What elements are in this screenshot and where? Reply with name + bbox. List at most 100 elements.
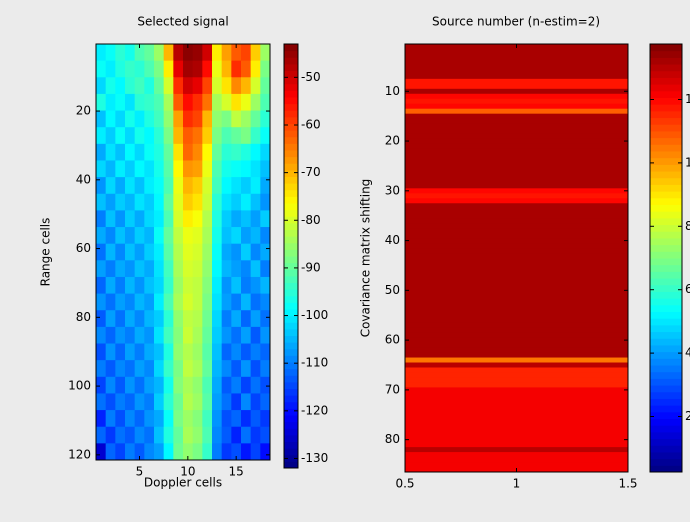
heat-cell <box>202 227 213 245</box>
colorbar-swatch <box>650 358 682 366</box>
y-tick-label: 60 <box>385 333 400 347</box>
heat-cell <box>105 276 116 295</box>
heat-cell <box>192 276 203 295</box>
heat-cell <box>202 93 213 112</box>
heat-cell <box>202 110 213 128</box>
heat-cell <box>183 110 194 128</box>
heat-cell <box>163 293 174 311</box>
heat-cell <box>115 110 126 128</box>
heat-cell <box>405 173 629 179</box>
heat-cell <box>405 198 629 204</box>
x-tick-label: 1 <box>513 477 521 491</box>
heat-cell <box>221 93 232 112</box>
heat-cell <box>405 422 629 428</box>
heat-cell <box>144 193 155 211</box>
colorbar-swatch <box>284 362 298 370</box>
colorbar-swatch <box>650 398 682 406</box>
heat-cell <box>241 160 252 178</box>
heat-cell <box>241 410 252 428</box>
x-tick-label: 0.5 <box>395 477 414 491</box>
heat-cell <box>115 343 126 361</box>
colorbar-swatch <box>650 184 682 192</box>
heat-cell <box>405 83 629 90</box>
colorbar-swatch <box>650 244 682 252</box>
colorbar-swatch <box>284 63 298 71</box>
heat-cell <box>221 77 232 95</box>
colorbar-swatch <box>284 77 298 85</box>
heat-cell <box>405 138 629 145</box>
heat-cell <box>241 376 252 394</box>
heat-cell <box>173 44 184 62</box>
heat-cell <box>405 223 629 229</box>
heat-cell <box>241 243 252 261</box>
heat-cell <box>250 293 261 311</box>
heat-cell <box>154 276 165 295</box>
colorbar-swatch <box>650 344 682 353</box>
heat-cell <box>134 393 145 411</box>
heat-cell <box>260 193 271 211</box>
colorbar-swatch <box>650 97 682 105</box>
heat-cell <box>183 60 194 78</box>
colorbar-swatch <box>650 117 682 125</box>
colorbar-swatch <box>650 211 682 219</box>
colorbar-swatch <box>284 395 298 403</box>
heat-cell <box>250 44 261 62</box>
heat-cell <box>183 376 194 394</box>
heat-cell <box>231 143 242 161</box>
heat-cell <box>96 210 107 228</box>
heat-cell <box>260 443 271 461</box>
heat-cell <box>405 93 629 100</box>
colorbar-swatch <box>284 428 298 436</box>
heat-cell <box>221 343 232 361</box>
colorbar-tick-label: -120 <box>301 403 328 417</box>
heat-cell <box>260 143 271 161</box>
heat-cell <box>212 426 223 444</box>
heat-cell <box>183 443 194 461</box>
heat-cell <box>221 60 232 78</box>
colorbar-swatch <box>650 331 682 339</box>
heat-cell <box>154 376 165 394</box>
heat-cell <box>154 260 165 278</box>
heat-cell <box>405 337 629 344</box>
heat-cell <box>154 243 165 261</box>
heat-cell <box>96 326 107 345</box>
heat-cell <box>405 262 629 269</box>
y-tick-label: 50 <box>385 283 400 297</box>
x-axis-label: Doppler cells <box>144 476 222 490</box>
heat-cell <box>250 193 261 211</box>
colorbar-swatch <box>650 451 682 460</box>
heat-cell <box>192 426 203 444</box>
heat-cell <box>221 193 232 211</box>
heat-cell <box>163 227 174 245</box>
colorbar-swatch <box>284 368 298 376</box>
heat-cell <box>405 377 629 383</box>
y-tick-label: 20 <box>385 134 400 148</box>
heat-cell <box>212 93 223 112</box>
heat-cell <box>202 443 213 461</box>
colorbar-swatch <box>650 110 682 119</box>
heat-cell <box>96 177 107 195</box>
heat-cell <box>125 376 136 394</box>
heat-cell <box>202 260 213 278</box>
heat-cell <box>163 326 174 345</box>
heat-cell <box>96 426 107 444</box>
heat-cell <box>221 276 232 295</box>
heat-cell <box>105 93 116 112</box>
heat-cell <box>202 410 213 428</box>
colorbar-swatch <box>284 448 298 456</box>
heat-cell <box>192 110 203 128</box>
heat-cell <box>202 160 213 178</box>
heat-cell <box>134 60 145 78</box>
colorbar-swatch <box>650 137 682 145</box>
colorbar-swatch <box>650 264 682 272</box>
heat-cell <box>173 243 184 261</box>
colorbar-swatch <box>284 130 298 138</box>
heat-cell <box>183 326 194 345</box>
colorbar-swatch <box>284 328 298 336</box>
heat-cell <box>134 143 145 161</box>
heat-cell <box>405 357 629 364</box>
colorbar-swatch <box>650 418 682 426</box>
colorbar-tick-label: -90 <box>301 260 321 274</box>
heat-cell <box>173 60 184 78</box>
heat-cell <box>115 426 126 444</box>
